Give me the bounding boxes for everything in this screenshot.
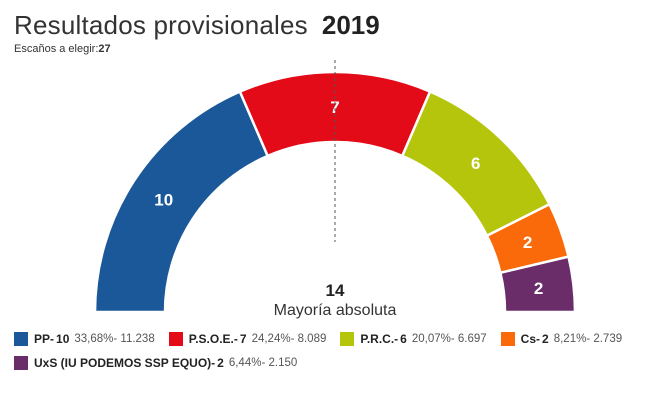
legend-seats: 2 (542, 332, 549, 346)
seat-count-label-2: 6 (471, 154, 480, 173)
legend-item-2[interactable]: P.R.C. - 6 20,07%- 6.697 (340, 332, 487, 346)
legend-stats: 33,68%- 11.238 (74, 333, 155, 345)
seat-segment-4[interactable] (498, 255, 577, 314)
legend-swatch (340, 332, 355, 346)
legend-party-name: P.S.O.E. (188, 332, 234, 346)
legend-separator: - (536, 332, 541, 346)
legend-stats: 24,24%- 8.089 (251, 333, 327, 345)
seat-segments: 10 7 6 2 2 (93, 70, 577, 314)
legend-party-name: Cs (520, 332, 537, 346)
legend-swatch (14, 356, 28, 370)
seat-count-label-3: 2 (523, 233, 532, 252)
seat-segment-0[interactable] (93, 89, 270, 314)
legend-swatch (500, 332, 515, 346)
legend-swatch (14, 332, 28, 346)
parliament-chart: 10 7 6 2 2 14 Mayoría absoluta (93, 60, 577, 319)
legend-seats: 7 (239, 332, 247, 346)
legend-separator: - (50, 332, 55, 346)
legend: PP - 10 33,68%- 11.238 P.S.O.E. - 7 24,24%- 8… (14, 332, 644, 370)
legend-stats: 8,21%- 2.739 (553, 333, 623, 345)
legend-party-name: PP (34, 332, 51, 346)
legend-party-name: UxS (IU PODEMOS SSP EQUO) (34, 356, 212, 370)
chart-header: Resultados provisionales 2019 Escaños a … (14, 10, 380, 55)
seat-count-label-1: 7 (330, 98, 339, 117)
legend-stats: 6,44%- 2.150 (228, 357, 298, 369)
legend-stats: 20,07%- 6.697 (411, 333, 487, 345)
legend-swatch (168, 332, 183, 346)
legend-separator: - (233, 332, 238, 346)
legend-party-name: P.R.C. (360, 332, 395, 346)
chart-title: Resultados provisionales (14, 10, 308, 40)
legend-seats: 10 (56, 332, 70, 346)
seats-to-elect: Escaños a elegir:27 (14, 43, 380, 55)
majority-label: Mayoría absoluta (274, 302, 397, 319)
legend-separator: - (211, 356, 216, 370)
majority-value: 14 (326, 281, 345, 300)
legend-item-1[interactable]: P.S.O.E. - 7 24,24%- 8.089 (168, 332, 327, 346)
legend-seats: 2 (217, 356, 224, 370)
legend-item-0[interactable]: PP - 10 33,68%- 11.238 (14, 332, 155, 346)
seats-to-elect-label: Escaños a elegir: (14, 43, 99, 55)
legend-item-4[interactable]: UxS (IU PODEMOS SSP EQUO) - 2 6,44%- 2.150 (14, 356, 297, 370)
title-line: Resultados provisionales 2019 (14, 10, 380, 41)
seat-count-label-0: 10 (154, 190, 173, 209)
chart-year: 2019 (321, 10, 380, 40)
legend-item-3[interactable]: Cs - 2 8,21%- 2.739 (500, 332, 623, 346)
seats-to-elect-value: 27 (98, 43, 111, 55)
legend-seats: 6 (400, 332, 407, 346)
legend-separator: - (394, 332, 399, 346)
seat-count-label-4: 2 (534, 279, 543, 298)
